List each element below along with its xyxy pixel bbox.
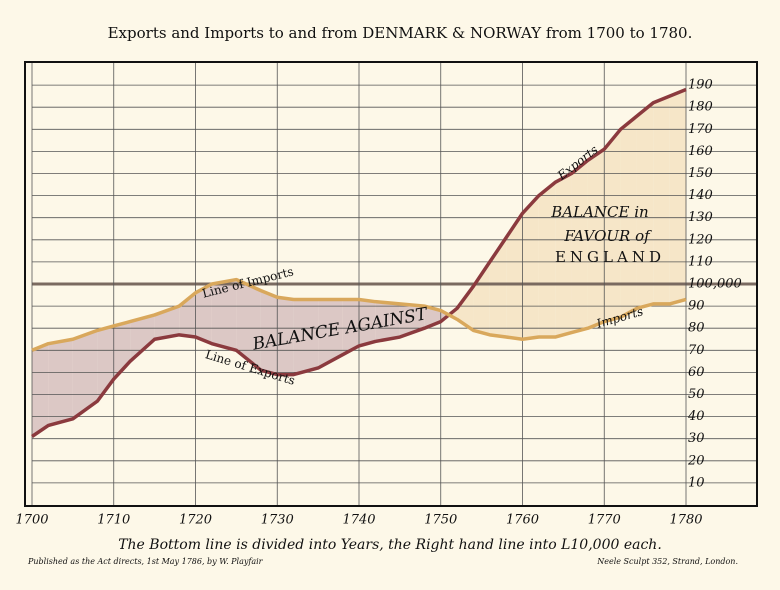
balance-area <box>522 195 539 340</box>
balance-area <box>359 299 376 346</box>
y-tick-label: 170 <box>688 122 713 137</box>
y-tick-label: 180 <box>688 100 713 115</box>
balance-area <box>620 116 637 318</box>
y-tick-label: 90 <box>688 299 705 314</box>
y-tick-label: 100,000 <box>688 277 742 292</box>
x-tick-label: 1760 <box>506 513 539 528</box>
plot-frame <box>24 61 758 507</box>
y-tick-label: 110 <box>688 254 713 269</box>
footnote: The Bottom line is divided into Years, t… <box>118 537 662 553</box>
chart-title: Exports and Imports to and from DENMARK … <box>108 24 693 42</box>
balance-area <box>538 182 556 338</box>
balance-area <box>555 173 572 338</box>
balance-area <box>489 237 507 338</box>
balance-area <box>32 343 49 437</box>
balance-area <box>236 279 261 371</box>
y-tick-label: 190 <box>688 78 713 93</box>
y-tick-label: 20 <box>687 453 705 468</box>
balance-area <box>318 299 343 368</box>
y-tick-label: 50 <box>688 387 705 402</box>
balance-area <box>571 160 588 333</box>
annotation: ENGLAND <box>555 248 665 266</box>
balance-area <box>653 96 670 304</box>
balance-area <box>72 330 98 419</box>
balance-area <box>260 290 278 375</box>
x-tick-label: 1780 <box>669 513 702 528</box>
balance-area <box>457 286 474 331</box>
y-tick-label: 60 <box>688 365 705 380</box>
series-line <box>31 277 687 352</box>
balance-area <box>293 299 319 375</box>
y-tick-label: 10 <box>688 475 705 490</box>
y-tick-label: 150 <box>688 166 713 181</box>
y-tick-label: 130 <box>688 210 713 225</box>
publisher-left: Published as the Act directs, 1st May 17… <box>27 557 264 566</box>
y-tick-label: 160 <box>688 144 713 159</box>
balance-area <box>604 129 621 322</box>
balance-area <box>669 89 686 304</box>
x-tick-label: 1740 <box>342 513 375 528</box>
x-tick-label: 1700 <box>15 513 48 528</box>
balance-area <box>506 213 523 340</box>
balance-area <box>342 299 359 355</box>
y-tick-label: 70 <box>688 343 705 358</box>
x-tick-label: 1750 <box>424 513 457 528</box>
y-tick-label: 120 <box>688 232 713 247</box>
series-line <box>31 87 687 438</box>
y-tick-label: 30 <box>688 431 705 446</box>
y-tick-label: 140 <box>688 188 713 203</box>
balance-area <box>130 314 155 362</box>
x-tick-label: 1720 <box>179 513 212 528</box>
balance-area <box>48 339 73 426</box>
annotation: BALANCE in <box>550 203 648 221</box>
x-tick-label: 1770 <box>588 513 621 528</box>
annotation: FAVOUR of <box>563 227 652 245</box>
x-tick-label: 1710 <box>97 513 130 528</box>
balance-area <box>211 279 237 351</box>
publisher-right: Neele Sculpt 352, Strand, London. <box>596 557 738 566</box>
balance-area <box>636 102 654 309</box>
y-tick-label: 40 <box>687 409 705 424</box>
balance-area <box>195 284 212 344</box>
x-tick-label: 1730 <box>261 513 294 528</box>
y-tick-label: 80 <box>688 321 705 336</box>
balance-area <box>277 297 294 375</box>
balance-area <box>375 301 400 342</box>
